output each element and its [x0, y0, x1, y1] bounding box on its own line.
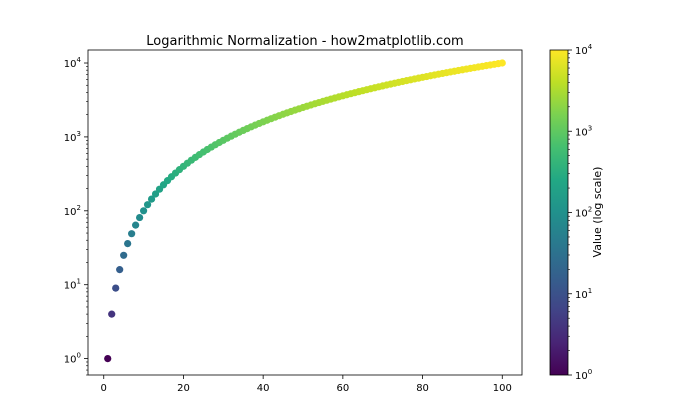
scatter-point	[498, 59, 506, 67]
scatter-point	[151, 190, 160, 198]
x-axis: 0 20 40 60 80 100	[101, 375, 512, 394]
y-tick-label: 104	[64, 56, 82, 70]
scatter-point	[120, 251, 128, 259]
scatter-point	[112, 284, 120, 292]
scatter-point	[147, 195, 156, 203]
x-tick-label: 80	[416, 383, 429, 394]
y-tick-label: 102	[64, 204, 81, 218]
scatter-point	[108, 310, 116, 318]
chart-title: Logarithmic Normalization - how2matplotl…	[146, 34, 463, 49]
x-tick-label: 20	[177, 383, 190, 394]
colorbar-tick-label: 102	[575, 206, 592, 220]
scatter-point	[139, 207, 148, 215]
y-tick-label: 101	[64, 278, 81, 292]
colorbar-tick-label: 104	[575, 43, 593, 57]
x-tick-label: 60	[336, 383, 349, 394]
scatter-point	[124, 239, 132, 248]
colorbar-tick-label: 101	[575, 287, 592, 301]
colorbar	[549, 49, 569, 376]
x-tick-label: 100	[493, 383, 512, 394]
colorbar-label: Value (log scale)	[591, 167, 604, 258]
y-axis: 100 101 102 103 104	[64, 56, 88, 376]
colorbar-tick-label: 100	[575, 368, 592, 382]
scatter-point	[143, 201, 152, 209]
x-tick-label: 40	[257, 383, 270, 394]
scatter-point	[116, 266, 124, 274]
scatter-point	[128, 230, 136, 238]
plot-area-frame	[87, 49, 523, 376]
y-tick-label: 103	[64, 130, 81, 144]
colorbar-axis: 100 101 102 103 104	[568, 43, 593, 382]
scatter-point	[136, 213, 144, 222]
scatter-points	[104, 59, 506, 363]
colorbar-tick-label: 103	[575, 124, 592, 138]
y-tick-label: 100	[64, 352, 81, 366]
x-tick-label: 0	[101, 383, 107, 394]
scatter-point	[132, 221, 140, 229]
scatter-point	[104, 355, 112, 363]
